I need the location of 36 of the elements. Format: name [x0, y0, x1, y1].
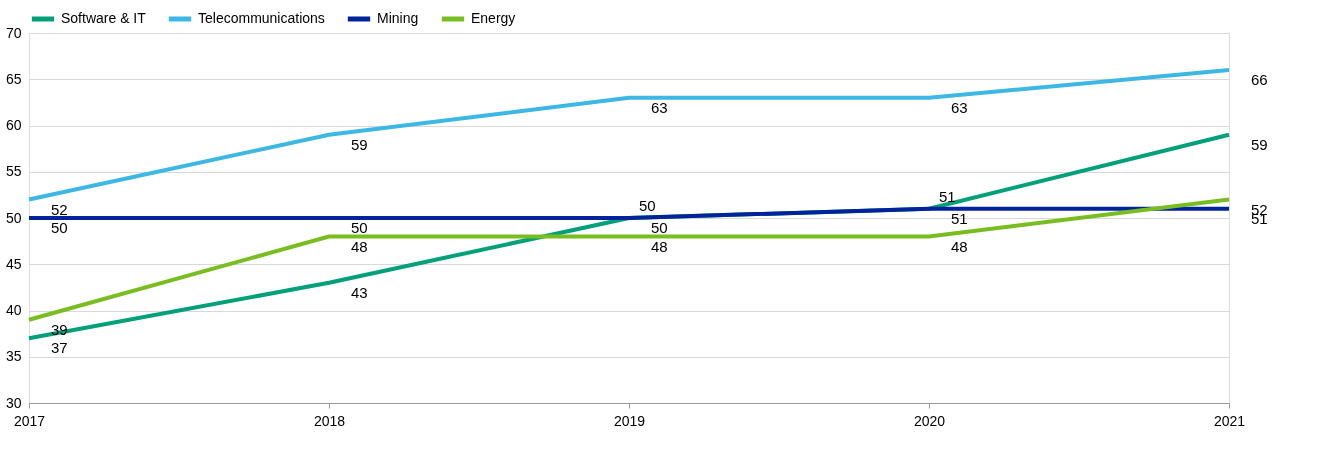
y-tick-label: 40: [5, 302, 22, 318]
y-tick-label: 45: [5, 255, 22, 272]
legend-label: Energy: [471, 10, 516, 26]
data-label: 59: [351, 135, 368, 153]
data-label: 50: [651, 219, 668, 236]
data-label: 48: [651, 237, 668, 255]
data-label: 37: [51, 339, 68, 357]
data-label: 63: [651, 98, 668, 116]
data-label: 48: [351, 237, 368, 255]
data-label: 51: [939, 187, 956, 205]
legend-label: Mining: [377, 10, 419, 26]
y-tick-label: 55: [5, 163, 22, 180]
y-tick-label: 60: [5, 117, 22, 133]
data-label: 52: [51, 200, 68, 218]
data-label: 48: [951, 237, 968, 255]
x-tick-label: 2018: [313, 412, 346, 429]
legend-label: Telecommunications: [198, 10, 325, 26]
x-tick-label: 2020: [913, 412, 946, 429]
data-label: 59: [1251, 135, 1268, 153]
legend-label: Software & IT: [61, 10, 147, 26]
x-tick-label: 2019: [613, 412, 646, 429]
x-tick-label: 2017: [13, 412, 46, 429]
data-label: 66: [1251, 71, 1268, 88]
data-label: 63: [951, 98, 968, 116]
y-tick-label: 50: [5, 209, 22, 226]
data-label: 51: [951, 209, 968, 227]
data-label: 43: [351, 283, 368, 301]
y-tick-label: 35: [5, 348, 22, 365]
x-tick-label: 2021: [1213, 412, 1246, 429]
data-label: 50: [351, 219, 368, 236]
line-series: [27, 68, 1231, 202]
data-label: 50: [639, 197, 656, 214]
y-tick-label: 30: [5, 394, 22, 411]
y-tick-label: 65: [5, 70, 22, 87]
y-tick-label: 70: [5, 24, 22, 41]
data-label: 50: [51, 219, 68, 236]
